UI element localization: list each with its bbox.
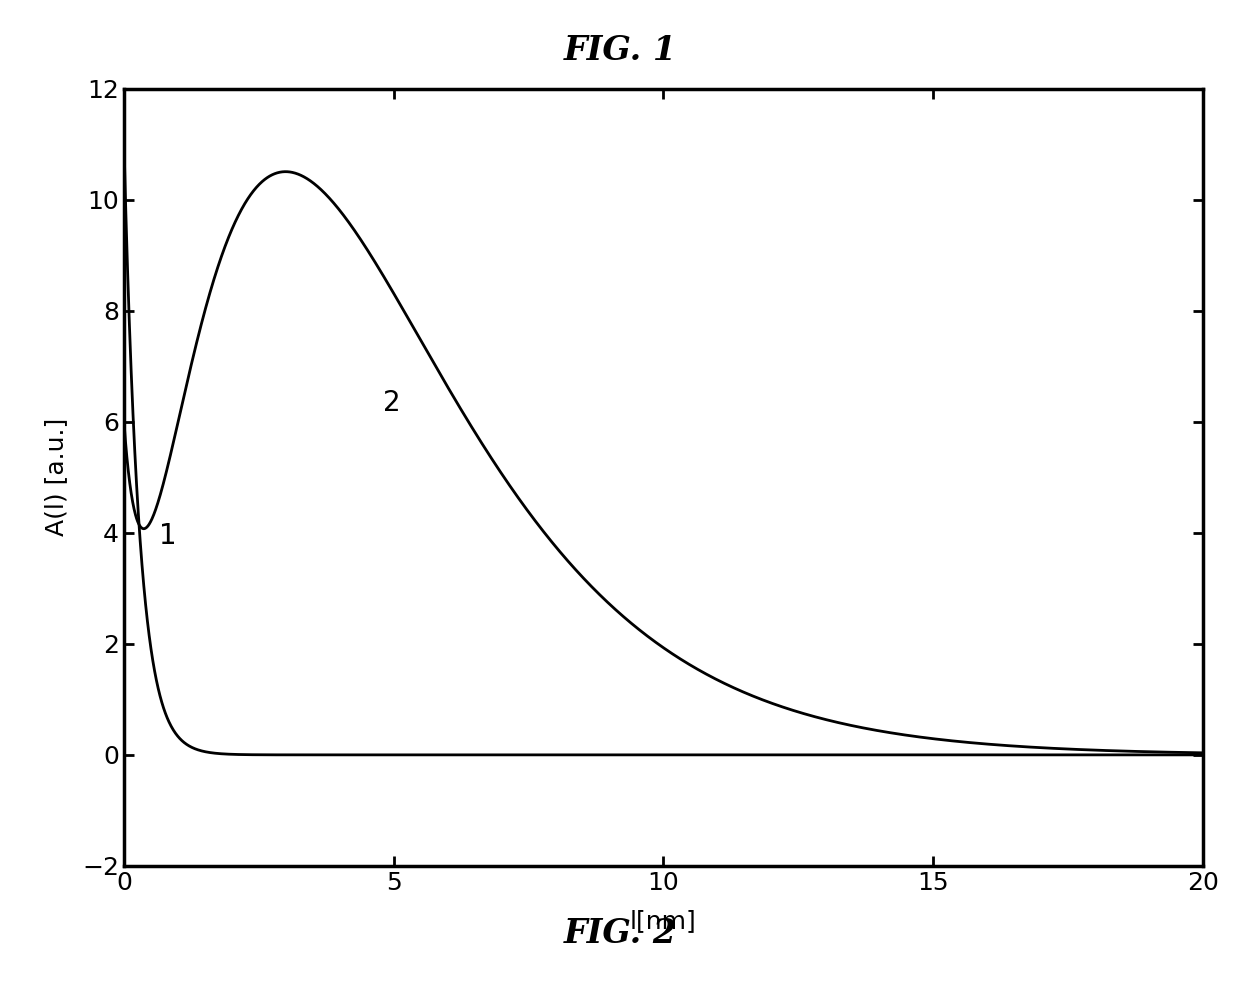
Y-axis label: A(l) [a.u.]: A(l) [a.u.] [45,418,68,536]
Text: 1: 1 [159,522,176,550]
Text: 2: 2 [383,389,401,416]
X-axis label: l[nm]: l[nm] [630,908,697,933]
Text: FIG. 1: FIG. 1 [563,34,677,68]
Text: FIG. 2: FIG. 2 [563,916,677,950]
